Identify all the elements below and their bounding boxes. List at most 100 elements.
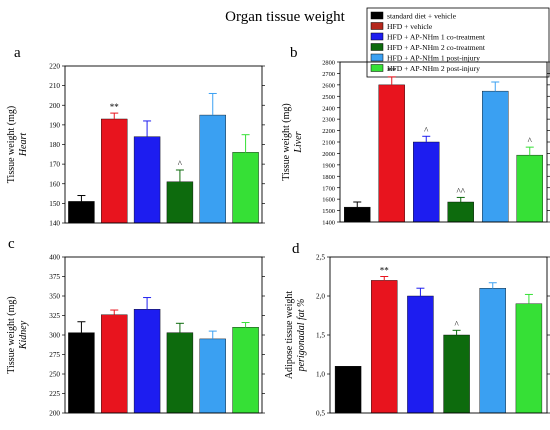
significance-annotation: ** bbox=[110, 102, 120, 112]
y-tick-label: 1,5 bbox=[316, 332, 325, 340]
panel-d: d Adipose tissue weight perigonadal fat % 0… bbox=[284, 241, 550, 418]
bar bbox=[166, 181, 194, 224]
bar bbox=[68, 201, 95, 224]
figure-title: Organ tissue weight bbox=[225, 9, 346, 25]
bar bbox=[232, 327, 259, 414]
legend-label: HFD + AP-NHm 1 post-injury bbox=[387, 54, 480, 63]
y-axis-label: Tissue weight (mg) bbox=[6, 106, 17, 183]
y-tick-label: 1500 bbox=[322, 208, 335, 215]
y-tick-label: 375 bbox=[49, 273, 60, 281]
legend-swatch bbox=[370, 43, 384, 51]
bar bbox=[101, 314, 128, 414]
y-tick-label: 1900 bbox=[322, 162, 335, 169]
y-tick-label: 2,0 bbox=[316, 293, 325, 301]
bar bbox=[68, 332, 95, 414]
bar bbox=[443, 334, 470, 414]
y-axis-sublabel: Heart bbox=[18, 133, 29, 158]
y-tick-label: 225 bbox=[49, 390, 60, 398]
plot-frame bbox=[64, 256, 263, 414]
y-axis-sublabel: Liver bbox=[293, 131, 304, 153]
significance-annotation: ** bbox=[380, 266, 390, 276]
legend-box bbox=[366, 7, 550, 78]
bar bbox=[133, 309, 161, 414]
y-tick-label: 2100 bbox=[322, 140, 335, 147]
y-axis-sublabel: Kidney bbox=[18, 320, 29, 350]
bar bbox=[199, 338, 226, 414]
bar bbox=[166, 332, 194, 414]
significance-annotation: ^ bbox=[424, 125, 429, 135]
y-tick-label: 325 bbox=[49, 312, 60, 320]
y-tick-label: 2300 bbox=[322, 117, 335, 124]
legend-swatch bbox=[370, 53, 384, 62]
legend-label: HFD + AP-NHm 2 co-treatment bbox=[387, 43, 486, 52]
panel-letter: c bbox=[8, 236, 15, 252]
y-axis-label: Tissue weight (mg) bbox=[6, 296, 17, 373]
y-tick-label: 160 bbox=[49, 180, 60, 188]
legend-swatch bbox=[370, 11, 384, 20]
y-tick-label: 180 bbox=[49, 141, 60, 149]
legend-swatch bbox=[370, 32, 384, 41]
legend-label: HFD + AP-NHm 2 post-injury bbox=[387, 64, 480, 73]
bar bbox=[334, 366, 362, 414]
y-tick-label: 2000 bbox=[322, 151, 335, 158]
y-axis-sublabel: perigonadal fat % bbox=[296, 299, 307, 373]
panel-letter: b bbox=[290, 45, 298, 61]
panel-c: c Tissue weight (mg) Kidney 200 225 250 275 300… bbox=[6, 236, 265, 418]
y-tick-label: 140 bbox=[49, 220, 60, 228]
significance-annotation: ^ bbox=[528, 136, 533, 146]
y-tick-label: 200 bbox=[49, 410, 60, 418]
panel-b: b Tissue weight (mg) Liver 1400 1500 1600 1700… bbox=[281, 45, 550, 227]
y-tick-label: 275 bbox=[49, 351, 60, 359]
legend-label: HFD + AP-NHm 1 co-treatment bbox=[387, 33, 486, 42]
bar bbox=[133, 136, 161, 224]
bar bbox=[344, 206, 371, 223]
y-tick-label: 1700 bbox=[322, 185, 335, 192]
bar bbox=[413, 141, 440, 223]
y-tick-label: 190 bbox=[49, 121, 60, 129]
bar bbox=[232, 152, 259, 224]
y-tick-label: 200 bbox=[49, 102, 60, 110]
y-axis-label: Tissue weight (mg) bbox=[281, 103, 292, 180]
y-tick-label: 300 bbox=[49, 332, 60, 340]
y-tick-label: 1,0 bbox=[316, 371, 325, 379]
y-tick-label: 2200 bbox=[322, 128, 335, 135]
legend-label: HFD + vehicle bbox=[387, 22, 433, 31]
bar bbox=[378, 84, 405, 223]
y-tick-label: 1400 bbox=[322, 220, 335, 227]
bar bbox=[515, 303, 543, 414]
y-tick-label: 150 bbox=[49, 200, 60, 208]
legend-swatch bbox=[370, 22, 384, 30]
bar bbox=[407, 295, 434, 414]
panel-a: a Tissue weight (mg) Heart 140 150 160 170 180 1… bbox=[6, 45, 265, 228]
y-tick-label: 2400 bbox=[322, 105, 335, 112]
panel-letter: d bbox=[292, 241, 300, 257]
legend-label: standard diet + vehicle bbox=[387, 12, 457, 21]
panel-letter: a bbox=[14, 45, 21, 61]
plot-frame bbox=[339, 61, 548, 223]
y-tick-label: 400 bbox=[49, 254, 60, 262]
y-tick-label: 2,5 bbox=[316, 254, 325, 262]
bar bbox=[447, 201, 474, 223]
significance-annotation: ^^ bbox=[457, 186, 466, 196]
y-tick-label: 250 bbox=[49, 371, 60, 379]
bar bbox=[482, 90, 509, 223]
y-tick-label: 1800 bbox=[322, 174, 335, 181]
y-tick-label: 350 bbox=[49, 293, 60, 301]
y-tick-label: 0,5 bbox=[316, 410, 325, 418]
plot-frame bbox=[329, 256, 548, 414]
plot-frame bbox=[64, 65, 263, 224]
bar bbox=[516, 154, 543, 223]
y-tick-label: 2500 bbox=[322, 94, 335, 101]
bar bbox=[479, 288, 506, 414]
y-tick-label: 220 bbox=[49, 63, 60, 71]
bar bbox=[371, 280, 398, 414]
bar bbox=[199, 114, 226, 224]
y-tick-label: 2700 bbox=[322, 71, 335, 78]
significance-annotation: ^ bbox=[178, 159, 183, 169]
y-tick-label: 210 bbox=[49, 82, 60, 90]
y-tick-label: 170 bbox=[49, 161, 60, 169]
bar bbox=[101, 118, 128, 224]
